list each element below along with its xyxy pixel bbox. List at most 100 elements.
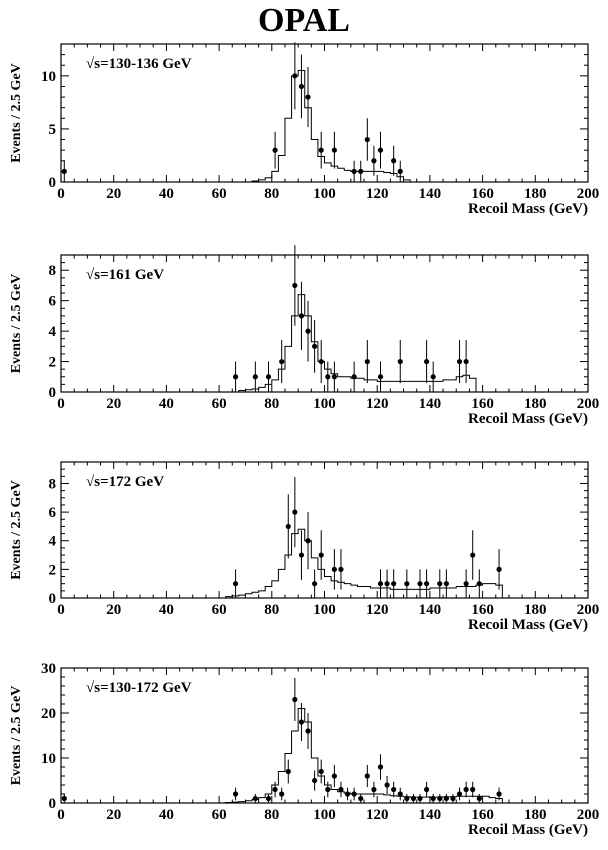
data-point	[463, 358, 469, 365]
data-point	[364, 773, 370, 779]
data-point	[443, 795, 449, 802]
data-point	[404, 581, 410, 587]
data-point	[265, 795, 272, 802]
x-tick-label: 80	[264, 396, 279, 412]
x-tick-label: 180	[524, 602, 547, 618]
data-point	[318, 147, 324, 153]
data-point	[265, 374, 272, 380]
data-point	[318, 358, 324, 365]
data-point	[338, 786, 344, 793]
y-tick-label: 8	[49, 476, 57, 492]
data-point	[298, 83, 305, 90]
data-point	[298, 552, 305, 558]
data-point	[450, 795, 456, 802]
y-axis-label: Events / 2.5 GeV	[9, 480, 24, 580]
panel-label: √s=172 GeV	[86, 474, 164, 490]
x-axis-label: Recoil Mass (GeV)	[468, 411, 588, 427]
data-point	[232, 581, 239, 587]
y-tick-label: 8	[49, 263, 57, 279]
x-tick-label: 80	[264, 186, 279, 202]
data-point	[298, 313, 305, 319]
data-point	[232, 791, 239, 797]
x-tick-label: 0	[57, 807, 65, 823]
data-point	[279, 358, 285, 365]
y-tick-label: 6	[49, 294, 57, 310]
data-point	[476, 795, 482, 802]
data-point	[305, 94, 311, 100]
x-tick-label: 80	[264, 807, 279, 823]
x-tick-label: 100	[313, 186, 336, 202]
y-tick-label: 4	[49, 324, 57, 340]
mc-histogram	[219, 70, 411, 183]
x-tick-label: 100	[313, 602, 336, 618]
data-point	[456, 791, 463, 797]
panel-label: √s=130-172 GeV	[86, 680, 192, 696]
x-tick-label: 120	[366, 186, 389, 202]
data-point	[424, 581, 430, 587]
data-point	[384, 782, 390, 788]
data-point	[430, 795, 436, 802]
x-tick-label: 200	[577, 186, 600, 202]
x-tick-label: 180	[524, 807, 547, 823]
x-tick-label: 0	[57, 396, 65, 412]
x-tick-label: 120	[366, 807, 389, 823]
data-point	[377, 764, 384, 770]
data-point	[404, 795, 410, 802]
data-point	[358, 795, 364, 802]
x-tick-label: 200	[577, 807, 600, 823]
x-tick-label: 180	[524, 186, 547, 202]
x-tick-label: 120	[366, 396, 389, 412]
data-point	[351, 168, 357, 174]
data-point	[476, 581, 482, 587]
data-point	[470, 786, 476, 793]
data-point	[417, 581, 423, 587]
data-point	[410, 795, 417, 802]
data-point	[312, 343, 318, 349]
x-tick-label: 100	[313, 807, 336, 823]
y-axis-label: Events / 2.5 GeV	[9, 63, 24, 163]
x-tick-label: 100	[313, 396, 336, 412]
x-tick-label: 0	[57, 602, 65, 618]
data-point	[285, 523, 291, 530]
data-point	[331, 374, 337, 380]
data-point	[371, 158, 377, 164]
panel-2: 0 20 40 60 80 100 120 140 160 180 200 0 2 4 6 8 Events /…	[9, 245, 599, 427]
data-point	[463, 786, 469, 793]
y-tick-label: 0	[49, 385, 57, 401]
data-point	[292, 509, 298, 515]
y-tick-label: 0	[49, 175, 57, 191]
data-point	[424, 358, 430, 365]
data-point	[496, 791, 502, 797]
data-point	[331, 773, 337, 779]
data-point	[252, 795, 258, 802]
data-point	[325, 374, 331, 380]
x-tick-label: 140	[419, 602, 442, 618]
data-point	[305, 328, 311, 334]
y-tick-label: 0	[49, 796, 57, 812]
data-point	[391, 581, 397, 587]
data-point	[312, 581, 318, 587]
y-tick-label: 10	[41, 69, 56, 85]
data-point	[384, 581, 390, 587]
mc-histogram	[192, 528, 503, 599]
data-point	[61, 795, 67, 802]
y-tick-label: 6	[49, 505, 57, 521]
data-point	[344, 791, 351, 797]
x-tick-label: 60	[212, 807, 227, 823]
data-point	[338, 566, 344, 572]
y-tick-label: 30	[41, 661, 56, 677]
data-point	[312, 777, 318, 784]
x-tick-label: 140	[419, 186, 442, 202]
data-point	[252, 374, 258, 380]
data-point	[292, 73, 298, 79]
data-point	[364, 136, 370, 143]
data-point	[232, 374, 239, 380]
x-tick-label: 160	[471, 602, 494, 618]
y-tick-label: 2	[49, 562, 57, 578]
x-axis-label: Recoil Mass (GeV)	[468, 201, 588, 217]
x-tick-label: 20	[106, 396, 121, 412]
x-tick-label: 40	[159, 186, 174, 202]
data-point	[437, 581, 443, 587]
data-point	[377, 374, 384, 380]
data-point	[292, 696, 298, 703]
